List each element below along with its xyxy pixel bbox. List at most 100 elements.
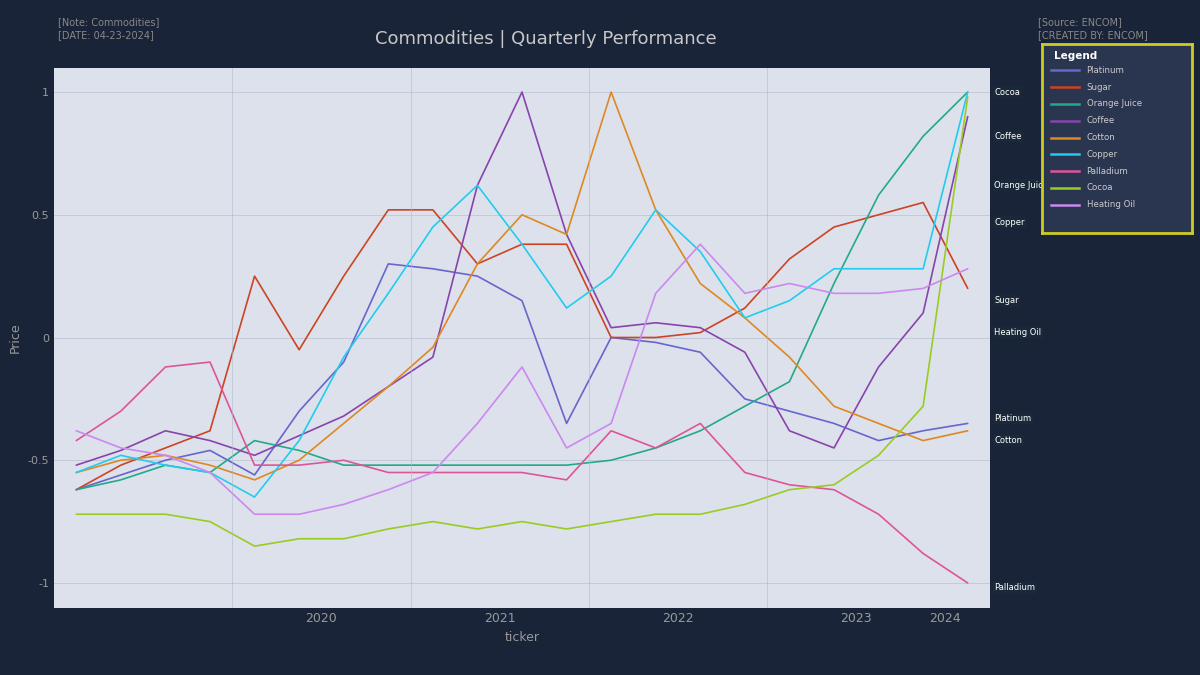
Copper	[738, 314, 752, 322]
Heating Oil	[604, 419, 618, 427]
Line: Copper: Copper	[77, 92, 967, 497]
Orange Juice	[70, 485, 84, 493]
Sugar	[738, 304, 752, 312]
Text: [CREATED BY: ENCOM]: [CREATED BY: ENCOM]	[1038, 30, 1147, 40]
Sugar	[114, 461, 128, 469]
Cotton	[114, 456, 128, 464]
Orange Juice	[782, 377, 797, 385]
Coffee	[470, 182, 485, 190]
Palladium	[648, 444, 662, 452]
Palladium	[827, 485, 841, 493]
Palladium	[158, 363, 173, 371]
Sugar	[203, 427, 217, 435]
Text: Copper: Copper	[1087, 150, 1117, 159]
Coffee	[738, 348, 752, 356]
Cocoa	[426, 518, 440, 526]
Palladium	[336, 456, 350, 464]
Platinum	[470, 272, 485, 280]
Sugar	[426, 206, 440, 214]
Palladium	[871, 510, 886, 518]
Heating Oil	[916, 284, 930, 292]
Heating Oil	[782, 279, 797, 288]
Heating Oil	[158, 452, 173, 460]
Platinum	[426, 265, 440, 273]
Line: Palladium: Palladium	[77, 362, 967, 583]
Coffee	[70, 461, 84, 469]
Sugar	[648, 333, 662, 342]
Cocoa	[694, 510, 708, 518]
Sugar	[604, 333, 618, 342]
Orange Juice	[694, 427, 708, 435]
Line: Heating Oil: Heating Oil	[77, 244, 967, 514]
Heating Oil	[114, 444, 128, 452]
Copper	[782, 296, 797, 304]
Heating Oil	[694, 240, 708, 248]
Text: Coffee: Coffee	[1087, 116, 1115, 126]
Palladium	[382, 468, 396, 477]
Line: Platinum: Platinum	[77, 264, 967, 489]
Sugar	[247, 272, 262, 280]
Palladium	[515, 468, 529, 477]
Cotton	[515, 211, 529, 219]
Line: Cocoa: Cocoa	[77, 97, 967, 546]
Palladium	[114, 407, 128, 415]
Platinum	[648, 338, 662, 346]
Cocoa	[382, 525, 396, 533]
Copper	[203, 468, 217, 477]
Copper	[694, 248, 708, 256]
Text: Copper: Copper	[995, 217, 1025, 227]
Cocoa	[827, 481, 841, 489]
Platinum	[559, 419, 574, 427]
Orange Juice	[114, 476, 128, 484]
Line: Sugar: Sugar	[77, 202, 967, 489]
Cocoa	[70, 510, 84, 518]
Orange Juice	[336, 461, 350, 469]
Coffee	[426, 353, 440, 361]
Cotton	[738, 314, 752, 322]
Cocoa	[336, 535, 350, 543]
Orange Juice	[382, 461, 396, 469]
Copper	[336, 353, 350, 361]
Sugar	[292, 346, 306, 354]
Text: Sugar: Sugar	[1087, 82, 1112, 92]
Text: Heating Oil: Heating Oil	[995, 328, 1042, 337]
Heating Oil	[70, 427, 84, 435]
Cocoa	[559, 525, 574, 533]
Copper	[648, 206, 662, 214]
Line: Cotton: Cotton	[77, 92, 967, 480]
Copper	[426, 223, 440, 231]
Platinum	[336, 358, 350, 366]
Coffee	[694, 323, 708, 331]
Copper	[114, 452, 128, 460]
Platinum	[604, 333, 618, 342]
Line: Orange Juice: Orange Juice	[77, 92, 967, 489]
Copper	[916, 265, 930, 273]
Heating Oil	[247, 510, 262, 518]
Coffee	[247, 452, 262, 460]
Orange Juice	[158, 461, 173, 469]
Sugar	[694, 329, 708, 337]
Heating Oil	[336, 500, 350, 508]
Heating Oil	[559, 444, 574, 452]
Coffee	[871, 363, 886, 371]
Cotton	[336, 419, 350, 427]
Cotton	[426, 344, 440, 352]
Text: Orange Juice: Orange Juice	[995, 181, 1049, 190]
Sugar	[782, 255, 797, 263]
Coffee	[648, 319, 662, 327]
Platinum	[114, 471, 128, 479]
X-axis label: ticker: ticker	[504, 631, 540, 644]
Coffee	[515, 88, 529, 96]
Cocoa	[515, 518, 529, 526]
Cotton	[70, 468, 84, 477]
Cotton	[648, 206, 662, 214]
Orange Juice	[292, 446, 306, 454]
Cotton	[158, 452, 173, 460]
Orange Juice	[515, 461, 529, 469]
Coffee	[114, 446, 128, 454]
Y-axis label: Price: Price	[8, 322, 22, 353]
Text: Cocoa: Cocoa	[995, 88, 1020, 97]
Heating Oil	[426, 468, 440, 477]
Copper	[827, 265, 841, 273]
Platinum	[292, 407, 306, 415]
